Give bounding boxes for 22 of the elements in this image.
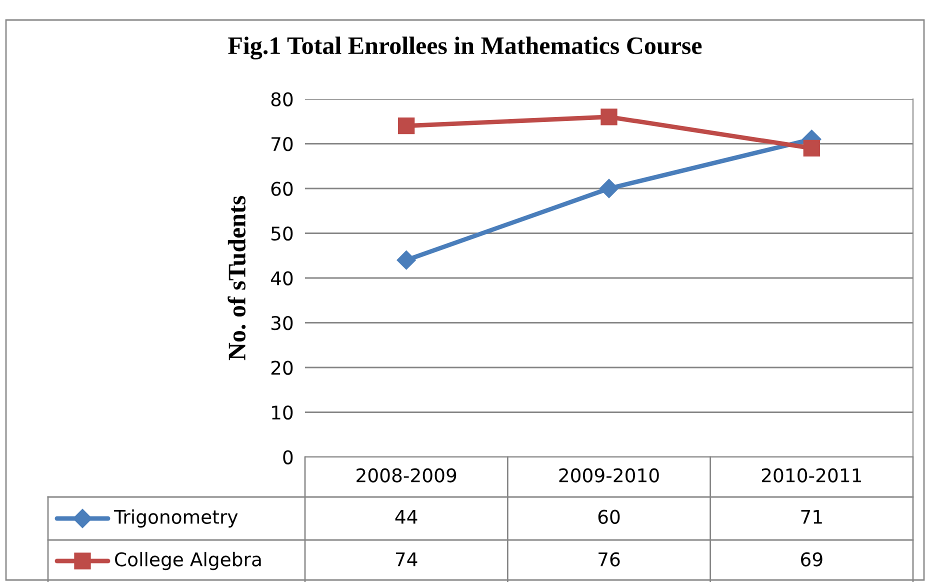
- x-tick-label: 2008-2009: [356, 468, 456, 482]
- data-label: 69: [801, 552, 822, 566]
- data-label: 60: [598, 510, 620, 524]
- legend-label: College Algebra: [115, 552, 261, 570]
- y-tick-label: 0: [283, 450, 293, 464]
- data-label: 71: [801, 510, 822, 524]
- y-tick-label: 50: [271, 226, 293, 241]
- y-tick-label: 30: [271, 316, 293, 330]
- y-tick-label: 10: [272, 405, 293, 420]
- y-axis-title: No. of sTudents: [228, 196, 246, 360]
- y-tick-label: 60: [271, 182, 293, 196]
- y-tick-label: 70: [272, 136, 293, 152]
- y-tick-label: 40: [270, 271, 293, 286]
- x-tick-label: 2009-2010: [559, 468, 659, 482]
- legend-label: Trigonometry: [114, 509, 238, 528]
- chart-title: Fig.1 Total Enrollees in Mathematics Course: [228, 36, 702, 60]
- x-tick-label: 2010-2011: [762, 468, 862, 482]
- y-tick-label: 20: [271, 360, 293, 375]
- data-label: 44: [395, 510, 418, 524]
- data-label: 76: [598, 552, 620, 566]
- y-tick-label: 80: [271, 92, 293, 106]
- data-label: 74: [396, 552, 418, 566]
